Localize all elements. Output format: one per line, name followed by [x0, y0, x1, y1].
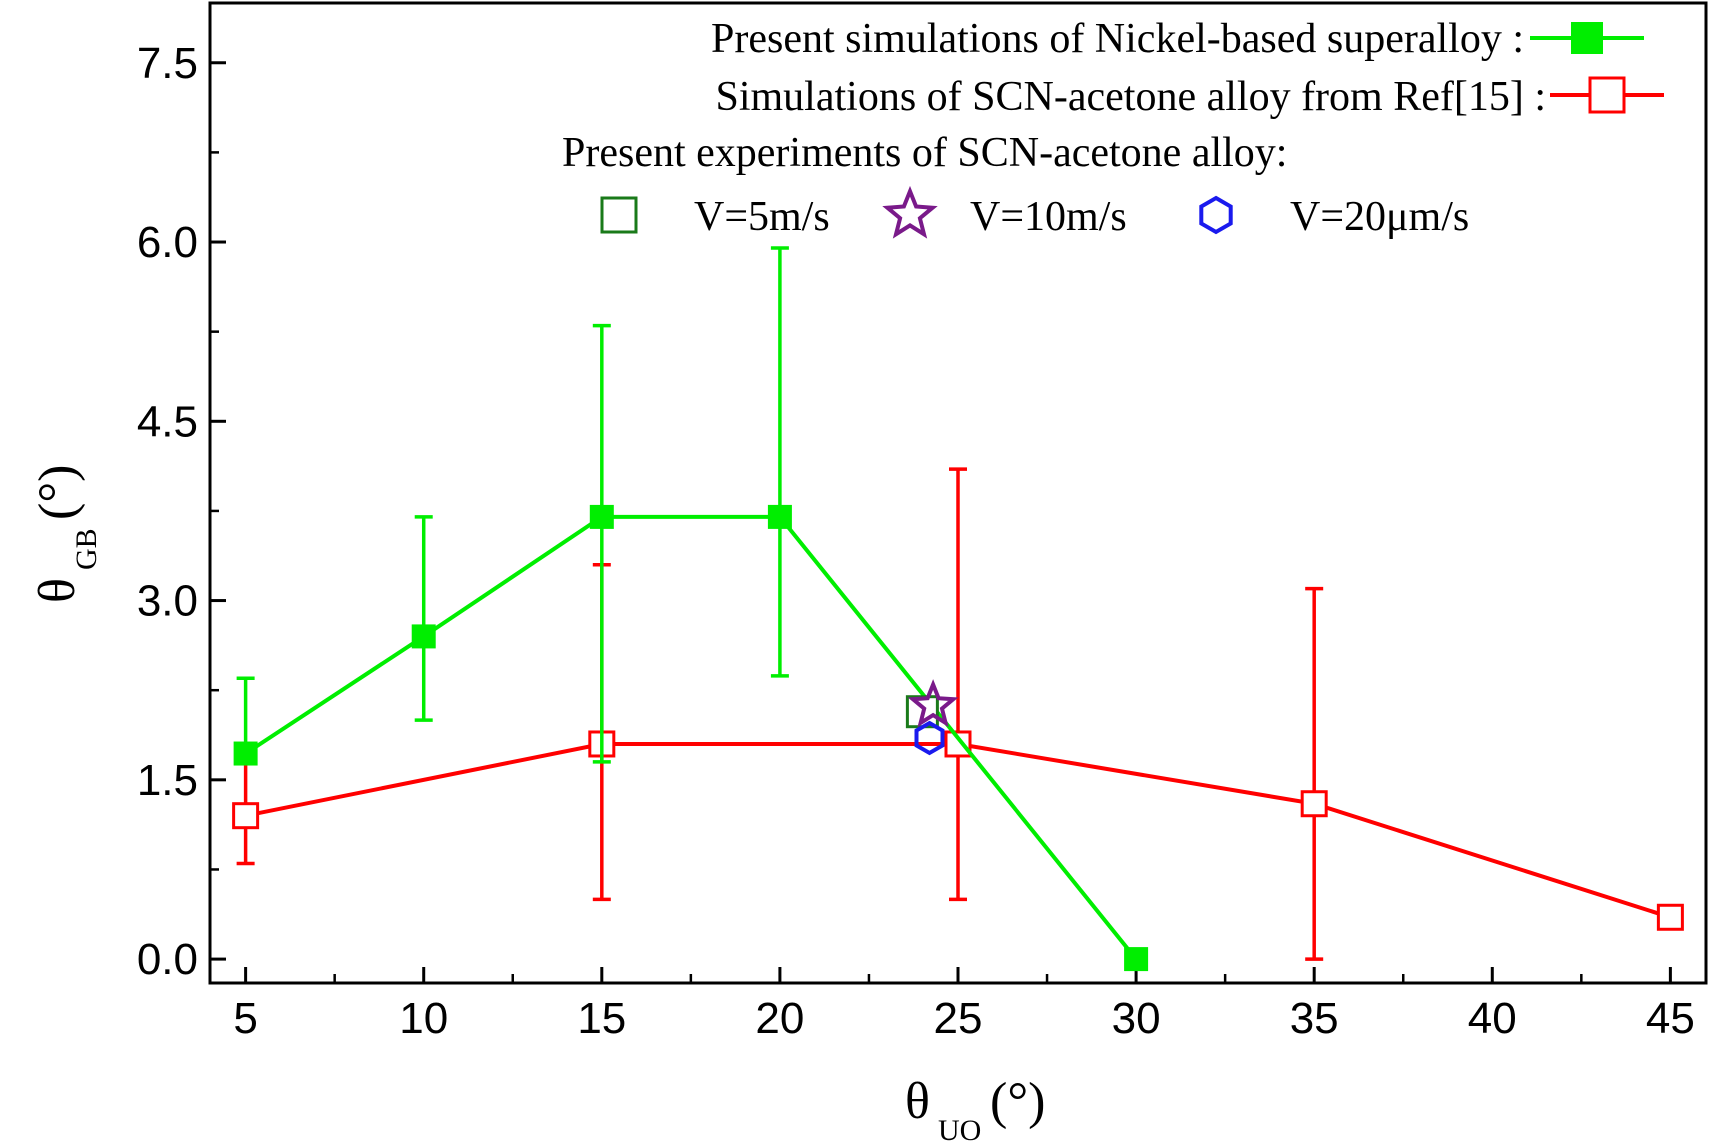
series-line: [244, 514, 1138, 961]
x-tick-label: 15: [577, 994, 626, 1043]
legend-marker: [600, 196, 638, 234]
x-axis-title-unit: (°): [990, 1073, 1045, 1130]
data-point: [589, 504, 614, 529]
x-tick-label: 40: [1468, 994, 1517, 1043]
y-tick-label: 6.0: [137, 218, 198, 267]
data-point: [1656, 903, 1684, 931]
legend-marker: [882, 185, 938, 239]
x-tick-label: 10: [399, 994, 448, 1043]
legend-label: V=5m/s: [694, 194, 830, 240]
y-tick-label: 4.5: [137, 397, 198, 446]
x-tick-label: 5: [233, 994, 257, 1043]
legend-header: Present experiments of SCN-acetone alloy…: [562, 130, 1287, 176]
data-point: [233, 741, 258, 766]
series-1: [232, 467, 1684, 961]
data-point: [767, 504, 792, 529]
x-tick-label: 35: [1290, 994, 1339, 1043]
y-tick-label: 1.5: [137, 756, 198, 805]
y-axis-title-sub: GB: [70, 528, 103, 570]
x-axis-title-sub: UO: [938, 1114, 981, 1146]
data-point: [232, 802, 260, 830]
experiment-point: [914, 720, 945, 756]
series-0: [233, 246, 1149, 972]
data-point: [1300, 790, 1328, 818]
y-tick-label: 0.0: [137, 935, 198, 984]
data-point: [1124, 947, 1149, 972]
y-axis-title-unit: (°): [29, 465, 86, 520]
legend-marker: [1588, 76, 1626, 114]
data-point: [411, 624, 436, 649]
x-tick-label: 20: [755, 994, 804, 1043]
legend-label: Present simulations of Nickel-based supe…: [711, 16, 1524, 62]
legend-label: V=20μm/s: [1290, 194, 1469, 240]
x-axis-title: θ: [905, 1073, 930, 1130]
experiments-layer: [905, 679, 959, 756]
y-axis-title: θ: [29, 578, 86, 603]
axes: 5 10 15 20 25 30 35 40 45 0.0 1.5 3.0 4.5 6.0 7.5: [137, 1, 1708, 1043]
legend-label: V=10m/s: [970, 194, 1127, 240]
legend-marker: [1199, 195, 1233, 235]
y-tick-label: 3.0: [137, 577, 198, 626]
y-tick-label: 7.5: [137, 39, 198, 88]
x-tick-label: 45: [1646, 994, 1695, 1043]
x-tick-label: 25: [934, 994, 983, 1043]
x-tick-label: 30: [1112, 994, 1161, 1043]
legend-marker: [1571, 22, 1603, 54]
legend: Present simulations of Nickel-based supe…: [562, 16, 1664, 240]
legend-label: Simulations of SCN-acetone alloy from Re…: [715, 74, 1546, 120]
series-layer: [232, 246, 1684, 972]
experiment-point: [907, 679, 959, 728]
